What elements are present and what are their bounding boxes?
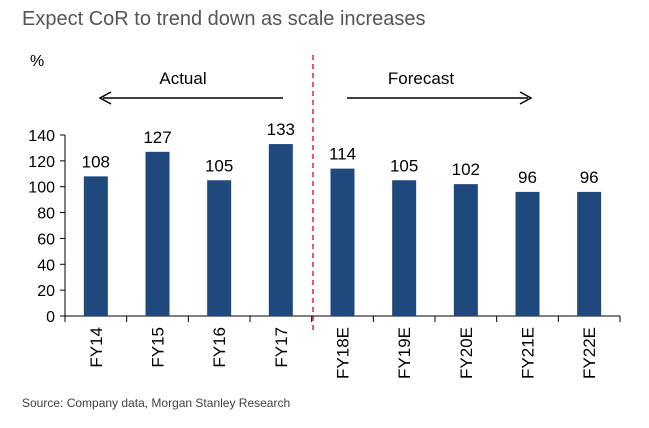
data-label-fy20e: 102: [452, 160, 480, 179]
region-label-forecast: Forecast: [388, 69, 454, 88]
data-label-fy21e: 96: [518, 168, 537, 187]
x-tick-label-fy16: FY16: [210, 327, 229, 368]
bar-fy19e: [392, 180, 417, 316]
x-tick-label-fy20e: FY20E: [457, 327, 476, 379]
y-tick-label: 120: [28, 154, 55, 171]
x-tick-label-fy17: FY17: [272, 327, 291, 368]
x-tick-label-fy18e: FY18E: [334, 327, 353, 379]
y-tick-label: 20: [37, 283, 55, 300]
right-arrowhead-icon: [519, 91, 533, 105]
y-tick-label: 100: [28, 180, 55, 197]
bars: [83, 144, 602, 316]
x-tick-label-fy21e: FY21E: [519, 327, 538, 379]
chart-title: Expect CoR to trend down as scale increa…: [22, 8, 426, 30]
x-axis: FY14 FY15 FY16 FY17 FY18E FY19E FY20E FY21E FY22…: [64, 315, 621, 379]
y-tick-label: 0: [46, 309, 55, 326]
data-label-fy17: 133: [267, 120, 295, 139]
region-label-actual: Actual: [159, 69, 206, 88]
bar-fy18e: [330, 168, 355, 316]
bar-fy21e: [515, 191, 540, 316]
data-label-fy15: 127: [143, 128, 171, 147]
data-label-fy18e: 114: [329, 145, 356, 164]
y-axis-label: %: [30, 53, 44, 70]
region-forecast: Forecast: [347, 69, 533, 105]
bar-fy14: [83, 176, 108, 316]
y-tick-label: 80: [37, 206, 55, 223]
bar-fy15: [145, 151, 170, 316]
region-actual: Actual: [98, 69, 283, 105]
data-labels: 108 127 105 133 114 105 102 96 96: [82, 120, 599, 187]
y-tick-label: 140: [28, 128, 55, 145]
y-axis: 0 20 40 60 80 100 120 140: [28, 128, 66, 326]
x-tick-label-fy22e: FY22E: [580, 327, 599, 379]
bar-fy22e: [577, 191, 602, 316]
bar-fy16: [207, 180, 232, 316]
y-tick-label: 60: [37, 231, 55, 248]
y-tick-label: 40: [37, 257, 55, 274]
data-label-fy22e: 96: [580, 168, 599, 187]
bar-fy17: [268, 144, 293, 316]
x-tick-label-fy14: FY14: [87, 327, 106, 368]
data-label-fy14: 108: [82, 152, 110, 171]
left-arrowhead-icon: [98, 91, 112, 105]
bar-fy20e: [453, 184, 478, 316]
x-tick-label-fy19e: FY19E: [395, 327, 414, 379]
data-label-fy19e: 105: [390, 156, 418, 175]
x-tick-label-fy15: FY15: [149, 327, 168, 368]
source-note: Source: Company data, Morgan Stanley Res…: [22, 396, 291, 410]
data-label-fy16: 105: [205, 156, 233, 175]
